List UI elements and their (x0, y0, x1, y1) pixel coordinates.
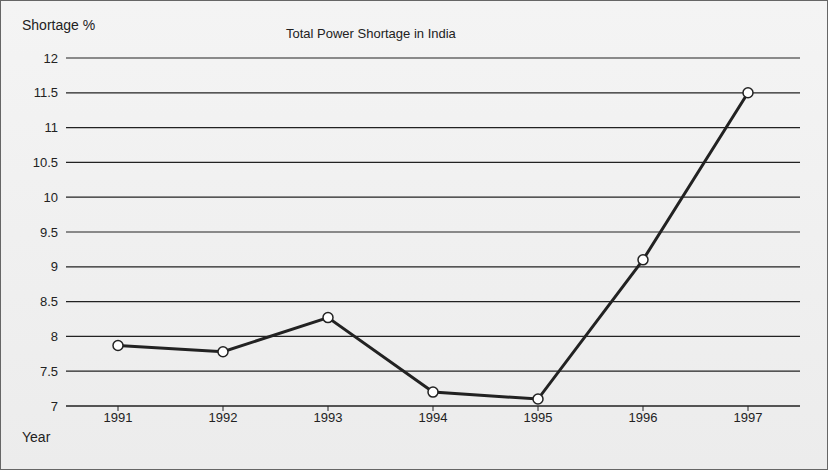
svg-text:8.5: 8.5 (40, 294, 58, 309)
svg-text:9.5: 9.5 (40, 225, 58, 240)
svg-text:12: 12 (44, 51, 58, 66)
svg-text:10.5: 10.5 (33, 155, 58, 170)
svg-text:7: 7 (51, 399, 58, 414)
svg-text:11.5: 11.5 (34, 85, 58, 100)
html-text:Shortage %: Shortage % (22, 17, 96, 33)
svg-text:11: 11 (45, 120, 59, 135)
html-text:Total Power Shortage in India: Total Power Shortage in India (286, 26, 456, 41)
svg-text:1995: 1995 (524, 410, 553, 425)
svg-text:10: 10 (44, 190, 58, 205)
svg-text:1991: 1991 (104, 410, 133, 425)
svg-text:9: 9 (51, 259, 58, 274)
html-text:Year: Year (22, 429, 51, 445)
svg-text:1993: 1993 (314, 410, 343, 425)
svg-text:1992: 1992 (209, 410, 238, 425)
svg-text:8: 8 (51, 329, 58, 344)
svg-text:1997: 1997 (734, 410, 763, 425)
svg-text:1994: 1994 (419, 410, 448, 425)
svg-text:7.5: 7.5 (40, 364, 58, 379)
svg-text:1996: 1996 (629, 410, 658, 425)
